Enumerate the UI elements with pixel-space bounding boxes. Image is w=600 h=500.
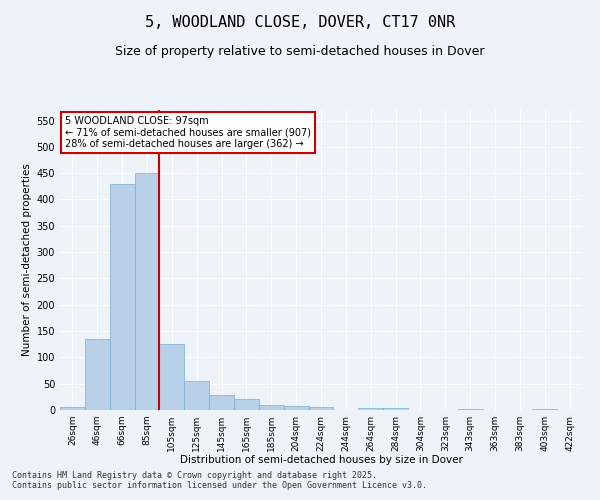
X-axis label: Distribution of semi-detached houses by size in Dover: Distribution of semi-detached houses by … — [179, 456, 463, 466]
Bar — [110, 184, 134, 410]
Y-axis label: Number of semi-detached properties: Number of semi-detached properties — [22, 164, 32, 356]
Text: Contains HM Land Registry data © Crown copyright and database right 2025.
Contai: Contains HM Land Registry data © Crown c… — [12, 470, 427, 490]
Bar — [308, 408, 334, 410]
Bar — [259, 404, 284, 410]
Bar — [358, 408, 383, 410]
Bar — [134, 173, 160, 410]
Bar — [234, 400, 259, 410]
Bar — [284, 406, 308, 410]
Bar — [209, 396, 234, 410]
Text: 5, WOODLAND CLOSE, DOVER, CT17 0NR: 5, WOODLAND CLOSE, DOVER, CT17 0NR — [145, 15, 455, 30]
Bar — [184, 381, 209, 410]
Bar — [383, 408, 408, 410]
Bar — [60, 408, 85, 410]
Bar — [85, 339, 110, 410]
Text: 5 WOODLAND CLOSE: 97sqm
← 71% of semi-detached houses are smaller (907)
28% of s: 5 WOODLAND CLOSE: 97sqm ← 71% of semi-de… — [65, 116, 311, 149]
Bar — [160, 344, 184, 410]
Text: Size of property relative to semi-detached houses in Dover: Size of property relative to semi-detach… — [115, 45, 485, 58]
